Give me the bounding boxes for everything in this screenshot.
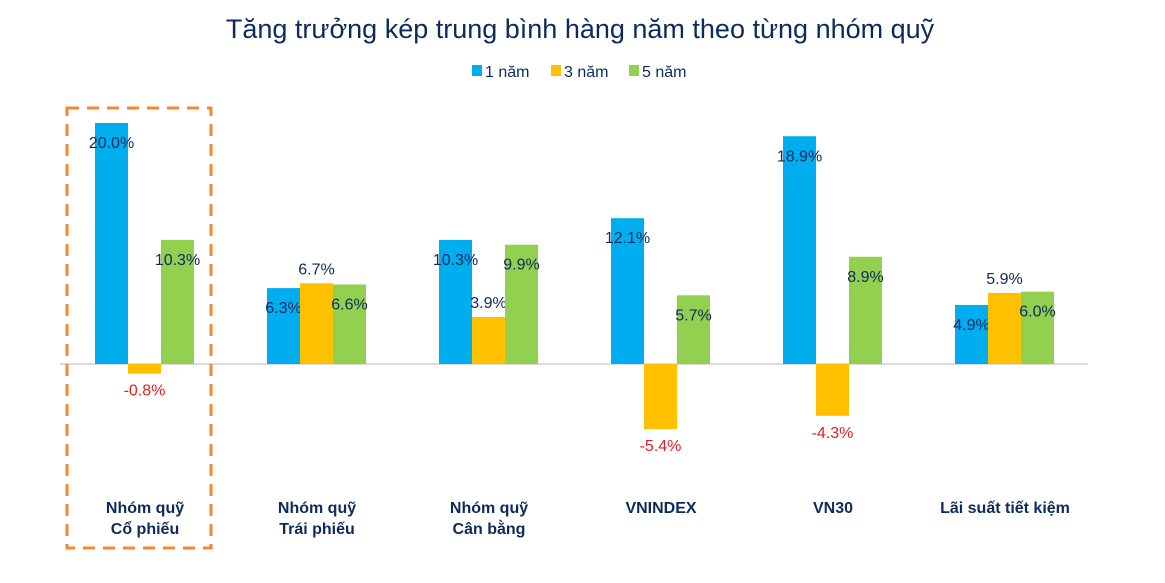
bar-1-năm [955,304,988,364]
legend-label: 3 năm [564,64,608,81]
category-label: Nhóm quỹ [450,500,528,517]
bar-3-năm [128,364,161,374]
legend-swatch [472,65,482,76]
bar-5-năm [161,239,194,364]
data-label: 3.9% [470,295,506,312]
category-label: Nhóm quỹ [278,500,356,517]
data-label: 12.1% [605,230,650,247]
data-label: 8.9% [847,269,883,286]
data-label: 10.3% [155,252,200,269]
legend-label: 5 năm [642,64,686,81]
bar-5-năm [1021,291,1054,364]
category-label: Cổ phiếu [111,520,179,538]
data-label: 6.7% [298,261,334,278]
category-label: Lãi suất tiết kiệm [940,500,1070,517]
data-label: 5.9% [986,271,1022,288]
legend-swatch [551,65,561,76]
data-label: -0.8% [124,383,166,400]
data-label: 6.6% [331,296,367,313]
data-label: -4.3% [812,425,854,442]
data-label: 10.3% [433,252,478,269]
data-label: -5.4% [640,438,682,455]
legend-label: 1 năm [485,64,529,81]
category-label: Nhóm quỹ [106,500,184,517]
data-label: 6.3% [265,300,301,317]
bar-5-năm [677,295,710,364]
bar-1-năm [783,136,816,364]
highlight-box [65,106,213,550]
bar-1-năm [439,239,472,364]
bar-3-năm [300,283,333,364]
bar-5-năm [505,244,538,364]
bar-3-năm [644,364,677,430]
bar-1-năm [611,218,644,364]
category-label: Trái phiếu [279,521,355,538]
bar-5-năm [333,284,366,364]
category-label: VN30 [813,500,853,517]
bar-1-năm [95,123,128,364]
category-label: VNINDEX [625,500,696,517]
data-label: 5.7% [675,307,711,324]
chart-title: Tăng trưởng kép trung bình hàng năm theo… [226,14,935,44]
data-label: 9.9% [503,257,539,274]
bar-5-năm [849,256,882,364]
category-label: Cân bằng [453,519,526,538]
data-label: 20.0% [89,135,134,152]
bar-3-năm [816,364,849,416]
legend-swatch [629,65,639,76]
data-label: 6.0% [1019,304,1055,321]
data-label: 4.9% [953,317,989,334]
plot-area: 20.0% -0.8% 10.3% Nhóm quỹ Cổ phiếu 6.3% 6.7% 6… [60,106,1088,550]
bar-1-năm [267,288,300,364]
legend: 1 năm 3 năm 5 năm [472,64,686,81]
bar-3-năm [988,292,1021,364]
bar-3-năm [472,317,505,364]
data-label: 18.9% [777,148,822,165]
